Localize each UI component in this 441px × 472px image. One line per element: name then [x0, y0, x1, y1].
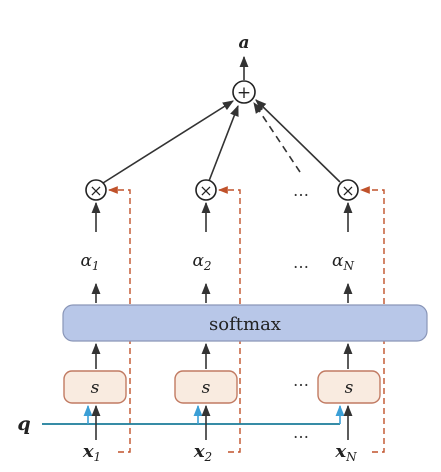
score-box-1: s [63, 370, 127, 404]
output-label: a [238, 33, 249, 53]
mult-symbol: × [341, 181, 354, 200]
svg-text:xN: xN [334, 441, 357, 464]
sum-symbol: + [237, 83, 251, 103]
ellipsis-alpha: … [293, 253, 309, 272]
ellipsis-score: … [293, 371, 309, 390]
svg-text:x1: x1 [82, 441, 101, 464]
mult2-to-sum-arrow [208, 104, 239, 182]
mult-node-2: × [195, 179, 217, 201]
score-label: s [202, 378, 211, 398]
sum-node: + [232, 80, 256, 104]
mult-dots-to-sum-arrow [253, 102, 301, 173]
mult1-to-sum-arrow [102, 100, 234, 184]
weight-label-2: α2 [192, 251, 211, 273]
weight-label-1: α1 [80, 251, 99, 273]
mult-node-N: × [337, 179, 359, 201]
input-label-N: xN [334, 441, 357, 464]
score-label: s [91, 378, 100, 398]
multN-to-sum-arrow [255, 99, 341, 183]
query-label: q [17, 413, 30, 435]
svg-text:αN: αN [332, 251, 354, 273]
svg-text:α1: α1 [80, 251, 99, 273]
score-box-N: s [317, 370, 381, 404]
weight-label-N: αN [332, 251, 354, 273]
score-box-2: s [174, 370, 238, 404]
mult-symbol: × [199, 181, 212, 200]
softmax-block: softmax [62, 304, 428, 342]
input-label-1: x1 [82, 441, 101, 464]
softmax-label: softmax [209, 314, 281, 335]
ellipsis-input: … [293, 423, 309, 442]
svg-text:α2: α2 [192, 251, 211, 273]
score-label: s [345, 378, 354, 398]
mult-symbol: × [89, 181, 102, 200]
mult-node-1: × [85, 179, 107, 201]
svg-text:x2: x2 [193, 441, 212, 464]
input-label-2: x2 [193, 441, 212, 464]
ellipsis-mult: … [293, 181, 309, 200]
